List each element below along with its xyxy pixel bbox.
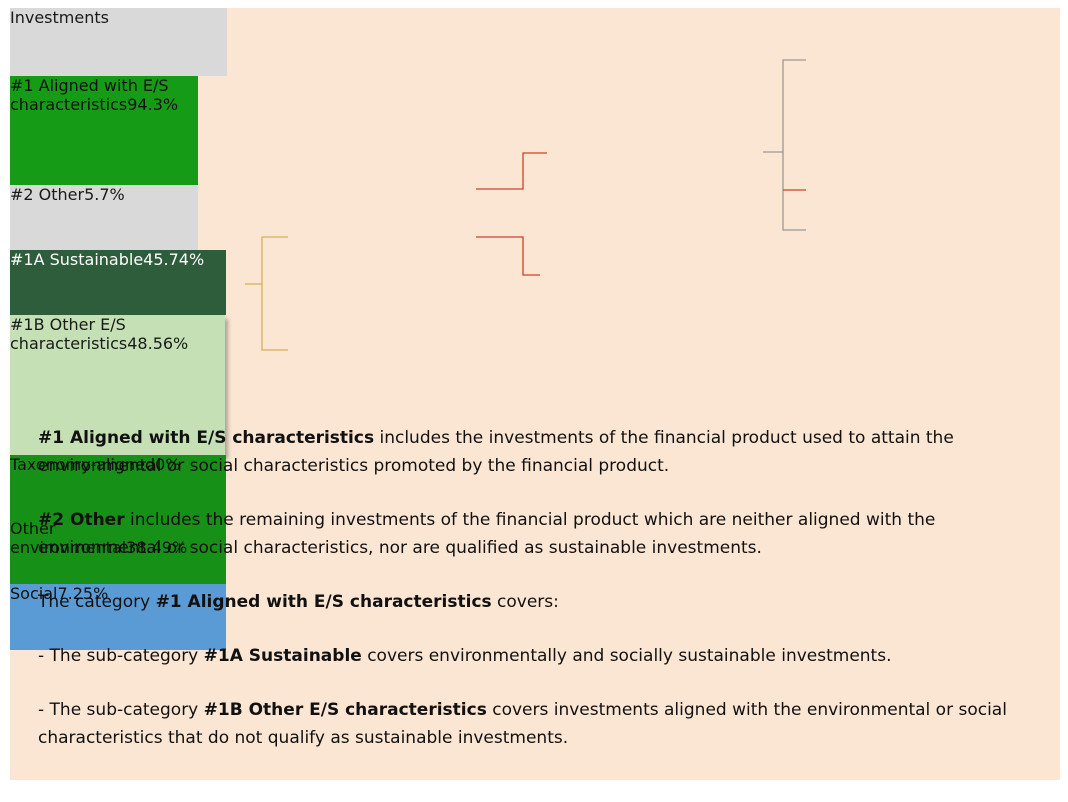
node-label: #2 Other bbox=[10, 185, 85, 204]
node-value: 5.7% bbox=[84, 185, 125, 204]
node-value: 38.49% bbox=[126, 538, 188, 557]
node-label: #1B Other E/S characteristics bbox=[10, 315, 128, 353]
connectors bbox=[245, 59, 806, 351]
node: Investments bbox=[10, 8, 227, 76]
text: covers environmentally and socially sust… bbox=[361, 646, 892, 666]
text: - The sub-category bbox=[38, 646, 204, 666]
text: - The sub-category bbox=[38, 700, 204, 720]
bold-text: #1 Aligned with E/S characteristics bbox=[155, 592, 492, 612]
connector bbox=[245, 236, 288, 351]
node-value: 45.74% bbox=[143, 250, 205, 269]
notes: #1 Aligned with E/S characteristics incl… bbox=[38, 424, 1038, 778]
node-label: Taxonomy-aligned bbox=[10, 455, 156, 474]
text: includes the investments of the financia… bbox=[38, 428, 954, 476]
text: covers: bbox=[491, 592, 559, 612]
note-paragraph: - The sub-category #1A Sustainable cover… bbox=[38, 642, 1038, 670]
bold-text: #1A Sustainable bbox=[203, 646, 362, 666]
text: includes the remaining investments of th… bbox=[38, 510, 936, 558]
node: #1B Other E/S characteristics48.56% bbox=[10, 315, 225, 455]
bold-text: #2 Other bbox=[38, 510, 125, 530]
node: Social7.25% bbox=[10, 584, 226, 650]
note-paragraph: The category #1 Aligned with E/S charact… bbox=[38, 588, 1038, 616]
node-label: Investments bbox=[10, 8, 109, 27]
node: #1 Aligned with E/S characteristics94.3% bbox=[10, 76, 198, 185]
node-label: Social bbox=[10, 584, 58, 603]
node: Other environmental38.49% bbox=[10, 519, 226, 584]
node-value: 48.56% bbox=[127, 334, 189, 353]
node: #2 Other5.7% bbox=[10, 185, 198, 250]
note-paragraph: #2 Other includes the remaining investme… bbox=[38, 506, 1038, 562]
node-value: 94.3% bbox=[127, 95, 179, 114]
node: Taxonomy-aligned0% bbox=[10, 455, 226, 519]
node-label: Other environmental bbox=[10, 519, 127, 557]
node-label: #1A Sustainable bbox=[10, 250, 144, 269]
bold-text: #1B Other E/S characteristics bbox=[203, 700, 487, 720]
connector bbox=[763, 59, 806, 231]
node-value: 0% bbox=[155, 455, 181, 474]
panel: Investments #1 Aligned with E/S character… bbox=[10, 8, 1060, 780]
node-label: #1 Aligned with E/S characteristics bbox=[10, 76, 169, 114]
note-paragraph: - The sub-category #1B Other E/S charact… bbox=[38, 696, 1038, 752]
nodes: Investments #1 Aligned with E/S character… bbox=[10, 8, 1060, 650]
bold-text: #1 Aligned with E/S characteristics bbox=[38, 428, 375, 448]
note-paragraph: #1 Aligned with E/S characteristics incl… bbox=[38, 424, 1038, 480]
text: covers investments aligned with the envi… bbox=[38, 700, 1007, 748]
connector bbox=[476, 152, 547, 276]
node: #1A Sustainable45.74% bbox=[10, 250, 226, 315]
text: The category bbox=[38, 592, 156, 612]
node-value: 7.25% bbox=[57, 584, 109, 603]
